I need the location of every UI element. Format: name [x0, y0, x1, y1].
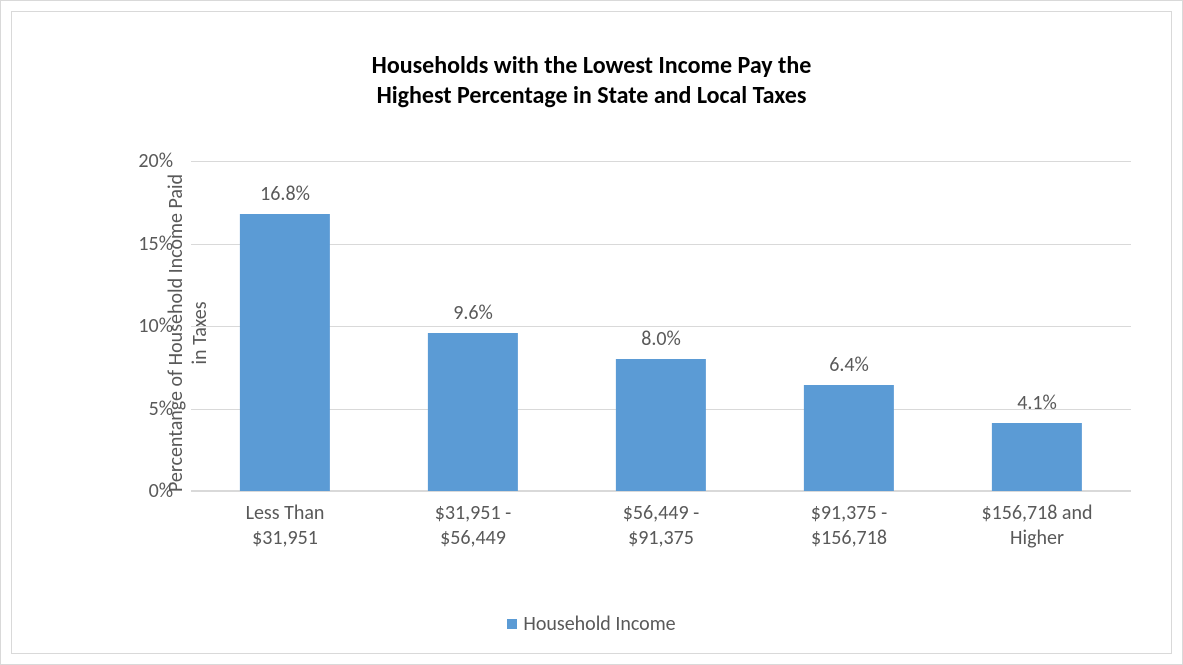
chart-title-line2: Highest Percentage in State and Local Ta… — [1, 81, 1182, 111]
bar-group: 4.1%$156,718 andHigher — [943, 161, 1131, 491]
x-tick-label: $91,375 -$156,718 — [755, 501, 943, 551]
x-tick-label-line2: $91,375 — [567, 526, 755, 551]
bar — [992, 423, 1082, 491]
x-tick-label-line2: $156,718 — [755, 526, 943, 551]
bar-group: 16.8%Less Than$31,951 — [191, 161, 379, 491]
x-tick-label-line1: $156,718 and — [943, 501, 1131, 526]
x-tick-label: Less Than$31,951 — [191, 501, 379, 551]
x-tick-label: $156,718 andHigher — [943, 501, 1131, 551]
legend: Household Income — [1, 611, 1182, 636]
x-tick-label-line1: $31,951 - — [379, 501, 567, 526]
bar-group: 6.4%$91,375 -$156,718 — [755, 161, 943, 491]
x-tick-label: $56,449 -$91,375 — [567, 501, 755, 551]
x-tick-label-line1: $91,375 - — [755, 501, 943, 526]
bar — [616, 359, 706, 491]
gridline — [191, 491, 1131, 492]
chart-container: Households with the Lowest Income Pay th… — [0, 0, 1183, 665]
bar-value-label: 16.8% — [260, 182, 310, 206]
y-tick-label: 5% — [149, 397, 173, 421]
chart-title-line1: Households with the Lowest Income Pay th… — [1, 51, 1182, 81]
plot-area: 0%5%10%15%20%16.8%Less Than$31,9519.6%$3… — [191, 161, 1131, 491]
y-tick-label: 15% — [138, 232, 173, 256]
bar-value-label: 9.6% — [453, 301, 493, 325]
legend-swatch — [507, 619, 517, 629]
x-tick-label-line2: $31,951 — [191, 526, 379, 551]
x-tick-label-line2: Higher — [943, 526, 1131, 551]
x-tick-label-line2: $56,449 — [379, 526, 567, 551]
chart-title: Households with the Lowest Income Pay th… — [1, 51, 1182, 111]
y-tick-label: 0% — [149, 479, 173, 503]
x-tick-label: $31,951 -$56,449 — [379, 501, 567, 551]
bar — [804, 385, 894, 491]
x-tick-label-line1: Less Than — [191, 501, 379, 526]
bar — [428, 333, 518, 491]
bar-group: 8.0%$56,449 -$91,375 — [567, 161, 755, 491]
x-tick-label-line1: $56,449 - — [567, 501, 755, 526]
y-tick-label: 20% — [138, 149, 173, 173]
y-tick-label: 10% — [138, 314, 173, 338]
bar-value-label: 8.0% — [641, 327, 681, 351]
bar — [240, 214, 330, 491]
legend-label: Household Income — [523, 612, 675, 636]
bar-value-label: 4.1% — [1017, 391, 1057, 415]
bar-value-label: 6.4% — [829, 353, 869, 377]
bar-group: 9.6%$31,951 -$56,449 — [379, 161, 567, 491]
